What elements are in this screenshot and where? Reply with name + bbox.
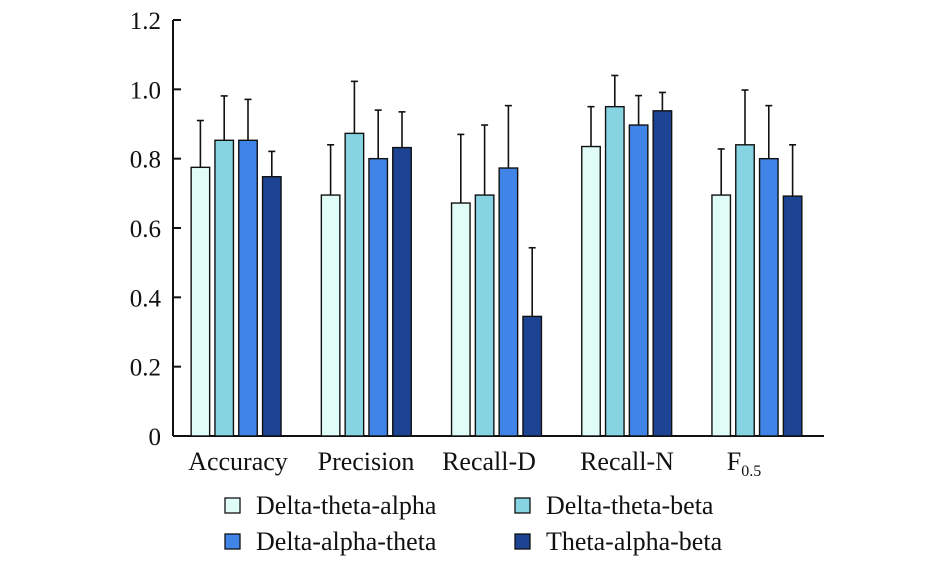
bar — [735, 144, 755, 437]
bar — [628, 124, 649, 437]
category-label: Accuracy — [188, 447, 288, 476]
bar — [368, 157, 389, 437]
legend-label: Delta-alpha-theta — [256, 527, 437, 556]
category-label: Recall-N — [580, 447, 674, 476]
legend-item: Delta-alpha-theta — [224, 527, 437, 556]
bar — [214, 139, 235, 437]
y-tick-label: 0 — [149, 424, 162, 451]
legend-label: Delta-theta-alpha — [256, 491, 437, 520]
bar — [320, 194, 341, 437]
bar — [261, 175, 282, 437]
bars — [190, 105, 803, 437]
bar — [522, 315, 543, 437]
bar — [782, 195, 803, 437]
legend-swatch — [514, 497, 531, 514]
category-label: Precision — [318, 447, 415, 476]
legend-swatch — [224, 497, 241, 514]
error-bars — [196, 74, 797, 317]
bar — [711, 194, 732, 437]
category-label: F0.5 — [727, 447, 761, 480]
legend-label: Delta-theta-beta — [546, 491, 714, 520]
bar — [652, 110, 673, 437]
bar — [392, 146, 412, 437]
category-labels: Accuracy Precision Recall-D Recall-N F0.5 — [188, 447, 761, 480]
bar — [238, 139, 258, 437]
bar — [344, 132, 365, 437]
legend-item: Delta-theta-beta — [514, 491, 714, 520]
bar — [604, 105, 625, 437]
y-tick-label: 1.0 — [130, 77, 161, 104]
bar — [474, 194, 495, 437]
y-tick-label: 1.2 — [130, 8, 161, 35]
bar — [190, 166, 211, 437]
legend: Delta-theta-alpha Delta-theta-beta Delta-a… — [224, 491, 723, 556]
bar — [758, 157, 779, 437]
category-label: Recall-D — [442, 447, 536, 476]
bar — [498, 167, 519, 437]
legend-swatch — [224, 533, 241, 550]
legend-item: Delta-theta-alpha — [224, 491, 437, 520]
legend-item: Theta-alpha-beta — [514, 527, 723, 556]
y-tick-label: 0.8 — [130, 147, 161, 174]
y-tick-label: 0.2 — [130, 355, 161, 382]
legend-swatch — [514, 533, 531, 550]
bar — [450, 202, 471, 437]
bar — [581, 145, 601, 437]
y-tick-label: 0.6 — [130, 216, 161, 243]
legend-label: Theta-alpha-beta — [546, 527, 723, 556]
y-tick-label: 0.4 — [130, 285, 162, 312]
y-axis: 0 0.2 0.4 0.6 0.8 1.0 1.2 — [130, 8, 181, 451]
